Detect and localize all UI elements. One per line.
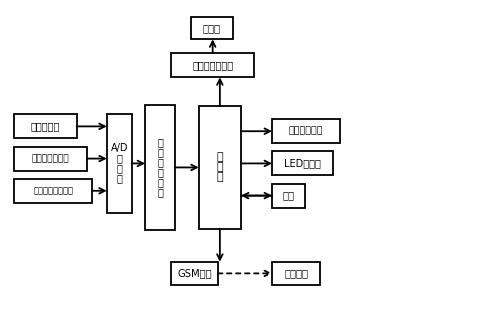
Bar xyxy=(199,106,241,229)
Text: 人体热释电传感器: 人体热释电传感器 xyxy=(34,186,73,195)
Bar xyxy=(14,114,77,138)
Bar xyxy=(191,17,233,39)
Text: LED显示屏: LED显示屏 xyxy=(285,158,321,168)
Text: A/D
转
换
器: A/D 转 换 器 xyxy=(111,143,128,184)
Text: 声光报警电路: 声光报警电路 xyxy=(289,127,323,136)
Text: 数
据
采
集
终
端: 数 据 采 集 终 端 xyxy=(157,137,163,197)
Text: 摄像机: 摄像机 xyxy=(203,23,221,33)
Bar xyxy=(171,53,254,77)
Text: 烟雾传感器: 烟雾传感器 xyxy=(31,121,60,131)
Bar xyxy=(272,151,333,175)
Bar xyxy=(272,119,340,143)
Bar xyxy=(171,262,218,285)
Text: 单
片
机: 单 片 机 xyxy=(217,152,223,183)
Bar xyxy=(14,179,92,203)
Text: 监测终端: 监测终端 xyxy=(284,268,308,279)
Bar xyxy=(145,105,175,230)
Bar xyxy=(14,147,87,171)
Text: 光电计数传感器: 光电计数传感器 xyxy=(32,154,69,163)
Bar xyxy=(107,114,132,213)
Bar xyxy=(272,184,305,208)
Bar xyxy=(272,262,320,285)
Text: 键盘: 键盘 xyxy=(282,191,295,201)
Text: 摄像机控制电路: 摄像机控制电路 xyxy=(192,60,233,70)
Text: GSM模块: GSM模块 xyxy=(177,268,212,279)
